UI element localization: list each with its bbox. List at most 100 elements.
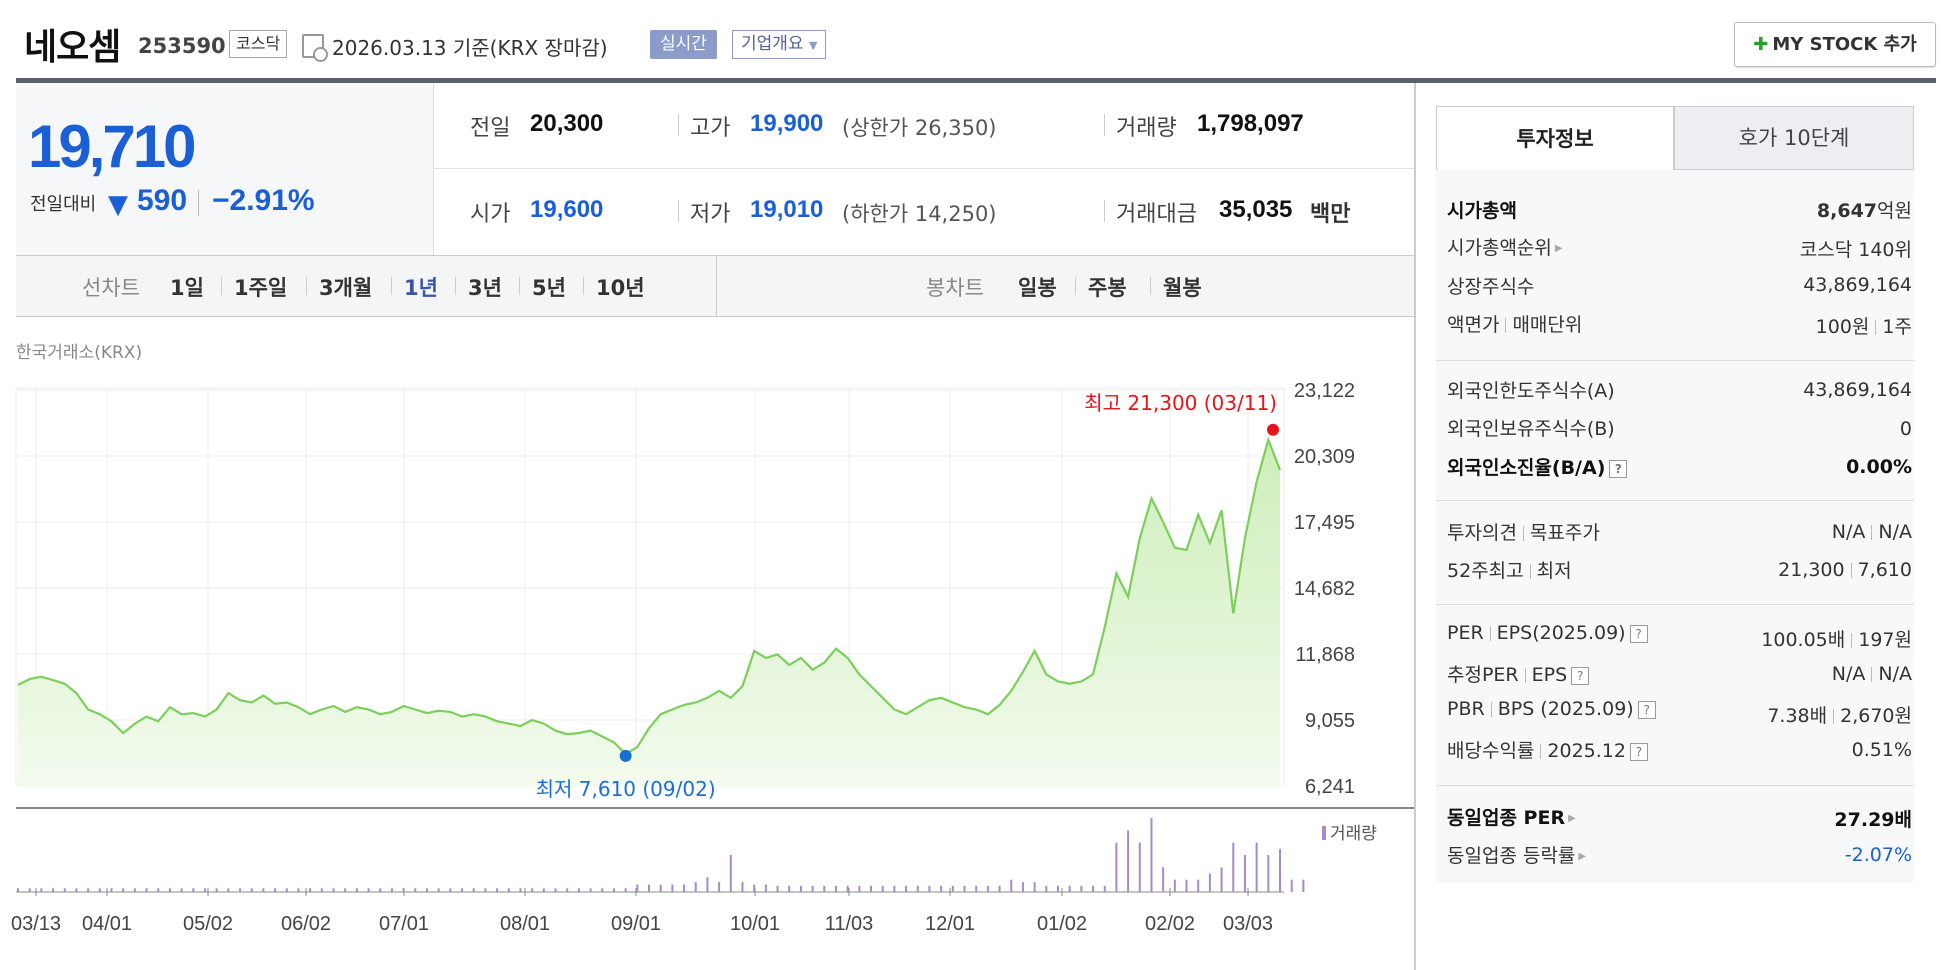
opinion-value: N/A [1831,521,1866,543]
volume-bar [390,888,393,892]
volume-bar [1220,867,1223,892]
candle-monthly[interactable]: 월봉 [1163,276,1202,300]
sector-change-link[interactable]: 동일업종 등락률 ▶ [1447,841,1586,868]
est-per-label-row: 추정PER EPS? [1447,660,1590,687]
volume-bar [1267,855,1270,892]
volume-bar [1302,879,1305,892]
investment-info-panel [1436,170,1914,882]
divider [1524,668,1526,683]
divider [583,277,584,295]
open-value: 19,600 [530,196,604,223]
volume-bar [799,885,802,892]
volume-bar [566,888,569,892]
period-3m[interactable]: 3개월 [319,276,373,300]
company-overview-button[interactable]: 기업개요 ▼ [732,30,827,59]
volume-bar [531,888,534,892]
candle-chart-label: 봉차트 [926,276,984,300]
volume-bar [402,888,405,892]
y-tick-label: 11,868 [1295,644,1355,666]
volume-value: 1,798,097 [1197,110,1304,137]
volume-bar [379,888,382,892]
dividend-value: 0.51% [1851,739,1912,761]
tab-investment-info[interactable]: 투자정보 [1436,106,1674,170]
panel-divider [1414,83,1416,970]
line-chart-label: 선차트 [82,276,140,300]
week52-low: 7,610 [1857,559,1912,581]
period-5y[interactable]: 5년 [532,276,566,300]
help-icon[interactable]: ? [1629,624,1648,643]
help-icon[interactable]: ? [1637,700,1656,719]
period-divider [716,255,717,317]
tab-order-book[interactable]: 호가 10단계 [1674,106,1914,170]
dividend-date: 2025.12 [1547,740,1626,762]
sector-per-label: 동일업종 PER [1447,807,1566,829]
sector-change: -2.07% [1844,844,1912,866]
volume-bar [75,888,78,892]
period-1d[interactable]: 1일 [170,276,204,300]
volume-bar [437,888,440,892]
sector-per-link[interactable]: 동일업종 PER ▶ [1447,803,1576,830]
panel-divider [1436,360,1914,361]
upper-limit: (상한가 26,350) [842,116,997,140]
candle-weekly[interactable]: 주봉 [1088,276,1127,300]
volume-bar [309,888,312,892]
foreign-rate-label: 외국인소진율(B/A) [1447,457,1606,479]
market-cap-number: 8,647 [1816,200,1878,222]
volume-bar [320,888,323,892]
y-tick-label: 6,241 [1305,776,1355,798]
foreign-rate-row: 외국인소진율(B/A)? [1447,453,1628,480]
divider [678,114,679,136]
add-mystock-button[interactable]: ✚ MY STOCK 추가 [1734,22,1936,67]
volume-bar [554,888,557,892]
help-icon[interactable]: ? [1609,459,1628,478]
help-icon[interactable]: ? [1629,742,1648,761]
volume-bar [916,885,919,892]
x-tick-label: 08/01 [500,913,550,935]
pbr-label: PBR [1447,698,1485,720]
volume-bar [706,877,709,892]
period-10y[interactable]: 10년 [596,276,645,300]
par-label: 액면가 [1447,314,1500,336]
volume-bar [1162,867,1165,892]
y-tick-label: 9,055 [1305,710,1355,732]
volume-bar [1103,885,1106,892]
x-tick-label: 09/01 [611,913,661,935]
volume-bar [274,888,277,892]
market-cap-rank-link[interactable]: 시가총액순위 ▶ [1447,233,1563,260]
volume-bar [87,888,90,892]
volume-bar [764,884,767,892]
volume-bar [461,888,464,892]
period-1w[interactable]: 1주일 [234,276,288,300]
par-unit-label: 액면가 매매단위 [1447,310,1582,337]
divider [1540,744,1542,759]
volume-bar [1290,879,1293,892]
volume-bar [753,884,756,892]
y-tick-label: 23,122 [1294,380,1355,402]
price-chart[interactable]: 23,122 20,309 17,495 14,682 11,868 9,055 6,241… [0,320,1414,970]
volume-bar [636,884,639,892]
volume-bar [1127,830,1130,892]
unit-label: 매매단위 [1512,314,1583,336]
period-1y[interactable]: 1년 [404,276,438,300]
foreign-limit: 43,869,164 [1803,379,1912,401]
x-tick-label: 03/13 [11,913,61,935]
help-icon[interactable]: ? [1571,666,1590,685]
volume-bar [1092,885,1095,892]
period-3y[interactable]: 3년 [468,276,502,300]
divider [1075,277,1076,295]
volume-bar [951,885,954,892]
divider [1833,709,1835,724]
candle-daily[interactable]: 일봉 [1018,276,1057,300]
volume-bar [180,888,183,892]
volume-legend-label: 거래량 [1330,824,1377,844]
realtime-button[interactable]: 실시간 [650,30,717,59]
volume-bar [1033,882,1036,892]
divider [455,277,456,295]
volume-bar [986,885,989,892]
x-tick-label: 05/02 [183,913,233,935]
volume-bar [1150,818,1153,892]
high-value: 19,900 [750,110,824,137]
volume-bar [414,888,417,892]
diff-label: 전일대비 [30,194,97,215]
volume-bar [133,888,136,892]
